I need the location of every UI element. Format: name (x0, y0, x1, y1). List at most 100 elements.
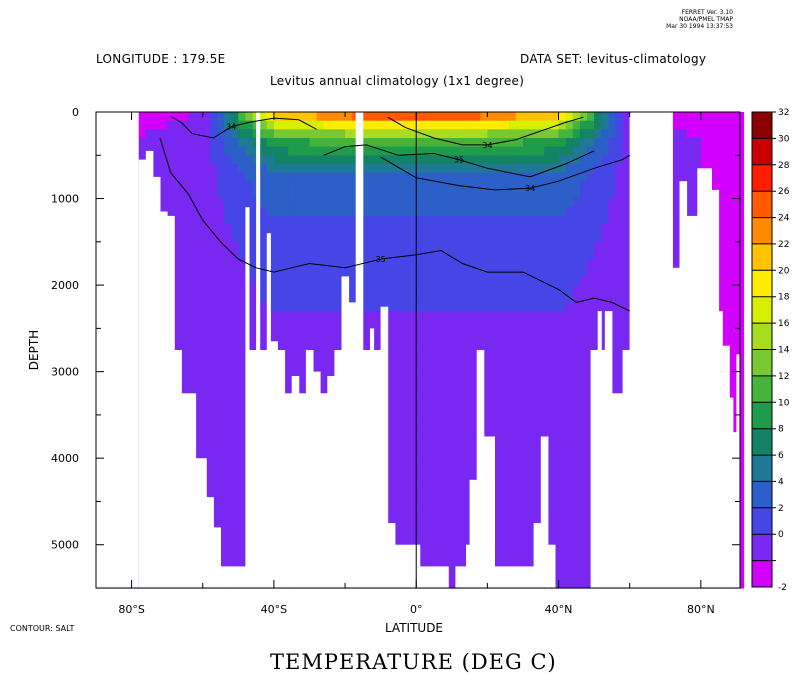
temperature-cell (402, 527, 410, 537)
temperature-cell (323, 276, 332, 286)
temperature-cell (273, 267, 282, 278)
temperature-cell (487, 259, 496, 269)
temperature-cell (202, 345, 211, 355)
temperature-cell (330, 337, 339, 347)
temperature-cell (565, 570, 574, 580)
temperature-cell (622, 163, 631, 174)
temperature-cell (209, 380, 218, 390)
temperature-cell (202, 397, 211, 407)
temperature-cell (444, 414, 453, 425)
temperature-cell (309, 172, 318, 182)
temperature-cell (458, 449, 467, 459)
temperature-cell (523, 466, 531, 477)
temperature-cell (323, 129, 332, 139)
temperature-cell (366, 198, 375, 208)
temperature-cell (231, 354, 239, 364)
temperature-cell (387, 163, 396, 174)
temperature-cell (494, 458, 503, 468)
temperature-cell (615, 354, 624, 364)
temperature-cell (387, 337, 396, 347)
temperature-cell (537, 129, 545, 139)
temperature-cell (565, 181, 574, 191)
temperature-cell (231, 466, 239, 477)
temperature-cell (188, 207, 197, 217)
temperature-cell (224, 432, 232, 442)
temperature-cell (565, 371, 574, 381)
temperature-cell (494, 241, 503, 252)
temperature-cell (409, 380, 417, 390)
temperature-cell (558, 449, 567, 459)
temperature-cell (394, 198, 403, 208)
temperature-cell (188, 163, 197, 174)
temperature-cell (273, 241, 282, 252)
temperature-cell (458, 276, 467, 286)
temperature-cell (444, 432, 453, 442)
temperature-cell (622, 241, 631, 252)
temperature-cell (387, 233, 396, 243)
temperature-cell (515, 328, 524, 338)
temperature-cell (238, 146, 246, 156)
temperature-cell (160, 138, 168, 148)
temperature-cell (551, 492, 560, 503)
temperature-cell (437, 189, 446, 200)
temperature-cell (480, 163, 488, 174)
temperature-cell (202, 120, 211, 130)
temperature-cell (523, 406, 531, 416)
temperature-cell (579, 120, 588, 130)
temperature-cell (302, 207, 311, 217)
temperature-cell (515, 198, 524, 208)
temperature-cell (451, 276, 460, 286)
temperature-cell (380, 207, 389, 217)
temperature-cell (217, 380, 225, 390)
temperature-cell (373, 328, 382, 338)
temperature-cell (587, 120, 595, 130)
temperature-cell (508, 198, 517, 208)
temperature-cell (217, 311, 225, 321)
temperature-cell (572, 146, 581, 156)
temperature-cell (508, 120, 517, 130)
temperature-cell (231, 155, 239, 165)
temperature-cell (302, 129, 311, 139)
temperature-cell (302, 163, 311, 174)
temperature-cell (594, 224, 602, 234)
temperature-cell (458, 544, 467, 554)
temperature-cell (316, 215, 325, 226)
temperature-cell (537, 363, 545, 373)
temperature-cell (167, 172, 175, 182)
temperature-cell (551, 414, 560, 425)
temperature-cell (394, 293, 403, 303)
temperature-cell (217, 337, 225, 347)
temperature-cell (615, 155, 624, 165)
temperature-cell (579, 397, 588, 407)
temperature-cell (174, 172, 182, 182)
temperature-cell (608, 259, 617, 269)
temperature-cell (195, 155, 204, 165)
temperature-cell (217, 285, 225, 295)
temperature-cell (394, 432, 403, 442)
temperature-cell (195, 423, 204, 433)
temperature-cell (238, 155, 246, 165)
temperature-cell (494, 224, 503, 234)
temperature-cell (416, 363, 424, 373)
temperature-cell (501, 311, 510, 321)
temperature-cell (295, 285, 303, 295)
temperature-cell (501, 172, 510, 182)
temperature-cell (238, 189, 246, 200)
temperature-cell (444, 146, 453, 156)
temperature-cell (437, 501, 446, 511)
temperature-cell (188, 155, 197, 165)
temperature-cell (579, 189, 588, 200)
temperature-cell (722, 215, 730, 226)
temperature-cell (231, 527, 239, 537)
temperature-cell (217, 397, 225, 407)
temperature-cell (380, 276, 389, 286)
temperature-cell (245, 155, 254, 165)
temperature-cell (238, 120, 246, 130)
temperature-cell (473, 163, 481, 174)
temperature-cell (579, 319, 588, 329)
temperature-cell (181, 215, 190, 226)
temperature-cell (430, 536, 439, 546)
temperature-cell (523, 527, 531, 537)
temperature-cell (409, 120, 417, 130)
temperature-cell (217, 466, 225, 477)
